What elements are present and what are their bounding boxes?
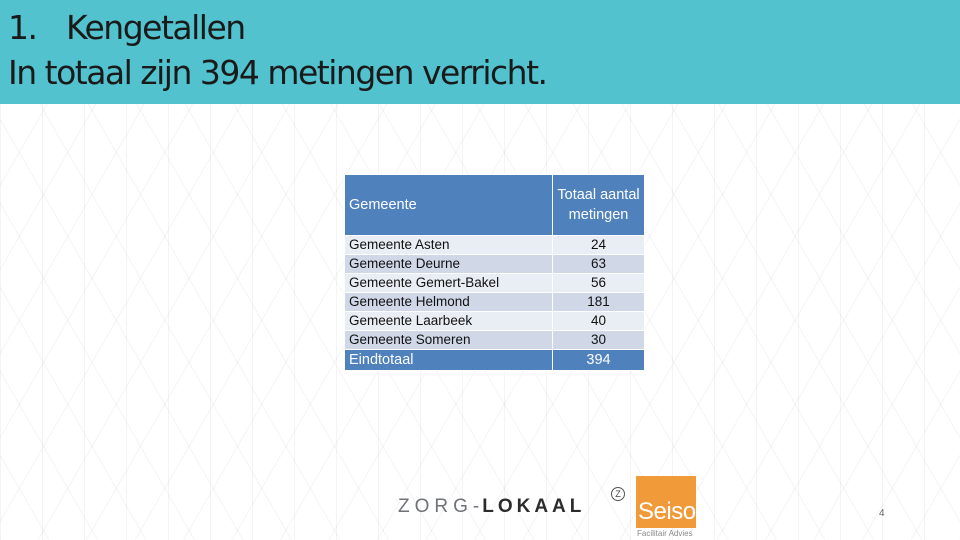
gemeente-cell: Gemeente Helmond xyxy=(344,292,553,312)
zorg-lokaal-logo: ZORG-LOKAAL xyxy=(398,494,585,520)
title-banner: 1. Kengetallen In totaal zijn 394 metinge… xyxy=(0,0,960,104)
metingen-table: Gemeente Totaal aantal metingen Gemeente… xyxy=(344,174,645,371)
table-header-row: Gemeente Totaal aantal metingen xyxy=(344,174,645,236)
logo-lokaal-text: LOKAAL xyxy=(482,496,586,517)
gemeente-cell: Gemeente Laarbeek xyxy=(344,311,553,331)
gemeente-cell: Gemeente Gemert-Bakel xyxy=(344,273,553,293)
table-row: Gemeente Deurne 63 xyxy=(344,254,645,274)
value-cell: 63 xyxy=(552,254,645,274)
column-header-totaal: Totaal aantal metingen xyxy=(552,174,645,236)
gemeente-cell: Gemeente Asten xyxy=(344,235,553,255)
table-row: Gemeente Someren 30 xyxy=(344,330,645,350)
column-header-gemeente: Gemeente xyxy=(344,174,553,236)
slide-subtitle: In totaal zijn 394 metingen verricht. xyxy=(8,53,548,92)
seiso-tagline: Facilitair Advies xyxy=(637,529,693,538)
gemeente-cell: Gemeente Deurne xyxy=(344,254,553,274)
table-row: Gemeente Helmond 181 xyxy=(344,292,645,312)
logo-separator: - xyxy=(472,496,483,517)
value-cell: 24 xyxy=(552,235,645,255)
table-row: Gemeente Asten 24 xyxy=(344,235,645,255)
logo-zorg-text: ZORG xyxy=(398,496,473,517)
table-row: Gemeente Gemert-Bakel 56 xyxy=(344,273,645,293)
zorg-lokaal-mark-icon: Z xyxy=(611,487,625,501)
total-value: 394 xyxy=(552,349,645,371)
title-number: 1. xyxy=(8,8,38,47)
title-text: Kengetallen xyxy=(66,8,246,47)
slide-title: 1. Kengetallen xyxy=(8,8,246,47)
page-number: 4 xyxy=(879,508,885,519)
table-total-row: Eindtotaal 394 xyxy=(344,349,645,371)
total-label: Eindtotaal xyxy=(344,349,553,371)
gemeente-cell: Gemeente Someren xyxy=(344,330,553,350)
seiso-logo: Seiso xyxy=(636,476,696,528)
seiso-logo-text: Seiso xyxy=(638,498,696,525)
value-cell: 181 xyxy=(552,292,645,312)
value-cell: 56 xyxy=(552,273,645,293)
value-cell: 30 xyxy=(552,330,645,350)
table-row: Gemeente Laarbeek 40 xyxy=(344,311,645,331)
value-cell: 40 xyxy=(552,311,645,331)
